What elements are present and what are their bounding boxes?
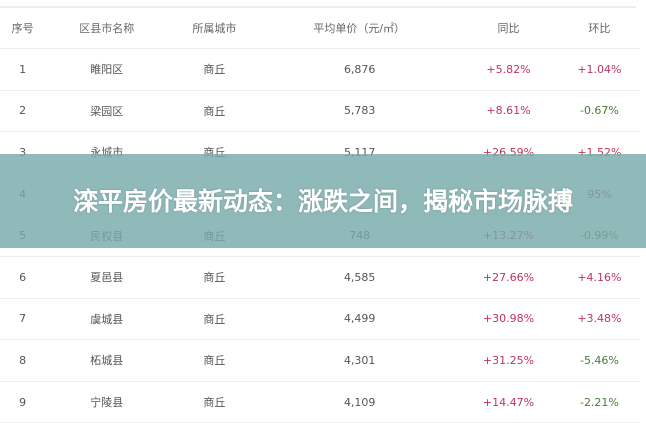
table-cell: 商丘 (168, 48, 261, 91)
table-cell: 4,301 (260, 339, 459, 382)
table-cell: +4.16% (558, 256, 640, 299)
table-cell: 1 (0, 48, 46, 91)
table-cell: 4,585 (260, 256, 459, 299)
table-cell: 6,876 (260, 48, 459, 91)
table-cell: 6 (0, 256, 46, 299)
table-cell: +31.25% (458, 339, 559, 382)
table-cell: 宁陵县 (45, 381, 169, 423)
table-cell: 梁园区 (45, 90, 169, 133)
table-cell: 8 (0, 339, 46, 382)
table-row: 8 柘城县 商丘 4,301 +31.25% -5.46% (0, 339, 640, 382)
table-cell: 商丘 (168, 381, 261, 423)
column-header: 同比 (458, 8, 559, 49)
table-cell: 夏邑县 (45, 256, 169, 299)
column-header: 环比 (558, 8, 640, 49)
column-header: 平均单价（元/㎡） (260, 8, 459, 49)
table-cell: +1.04% (558, 48, 640, 91)
banner-title: 滦平房价最新动态：涨跌之间，揭秘市场脉搏 (72, 186, 573, 216)
table-cell: +3.48% (558, 298, 640, 341)
table-cell: 5,783 (260, 90, 459, 133)
table-cell: 4,499 (260, 298, 459, 341)
table-cell: +5.82% (458, 48, 559, 91)
table-row: 7 虞城县 商丘 4,499 +30.98% +3.48% (0, 298, 640, 341)
table-cell: +27.66% (458, 256, 559, 299)
title-banner: 滦平房价最新动态：涨跌之间，揭秘市场脉搏 (0, 154, 646, 248)
table-cell: 9 (0, 381, 46, 423)
table-cell: 柘城县 (45, 339, 169, 382)
table-cell: -0.67% (558, 90, 640, 133)
divider (0, 6, 636, 8)
table-cell: -5.46% (558, 339, 640, 382)
table-cell: 4,109 (260, 381, 459, 423)
table-cell: 商丘 (168, 298, 261, 341)
table-row: 2 梁园区 商丘 5,783 +8.61% -0.67% (0, 90, 640, 133)
column-header: 序号 (0, 8, 46, 49)
table-header: 序号 区县市名称 所属城市 平均单价（元/㎡） 同比 环比 (0, 8, 640, 49)
table-cell: 睢阳区 (45, 48, 169, 91)
table-cell: 2 (0, 90, 46, 133)
table-cell: 商丘 (168, 339, 261, 382)
table-cell: +30.98% (458, 298, 559, 341)
table-cell: -2.21% (558, 381, 640, 423)
table-cell: 商丘 (168, 90, 261, 133)
table-cell: 商丘 (168, 256, 261, 299)
column-header: 所属城市 (168, 8, 261, 49)
table-cell: +14.47% (458, 381, 559, 423)
table-cell: 7 (0, 298, 46, 341)
table-row: 9 宁陵县 商丘 4,109 +14.47% -2.21% (0, 381, 640, 423)
table-cell: 虞城县 (45, 298, 169, 341)
table-row: 1 睢阳区 商丘 6,876 +5.82% +1.04% (0, 48, 640, 91)
column-header: 区县市名称 (45, 8, 169, 49)
table-row: 6 夏邑县 商丘 4,585 +27.66% +4.16% (0, 256, 640, 299)
table-cell: +8.61% (458, 90, 559, 133)
